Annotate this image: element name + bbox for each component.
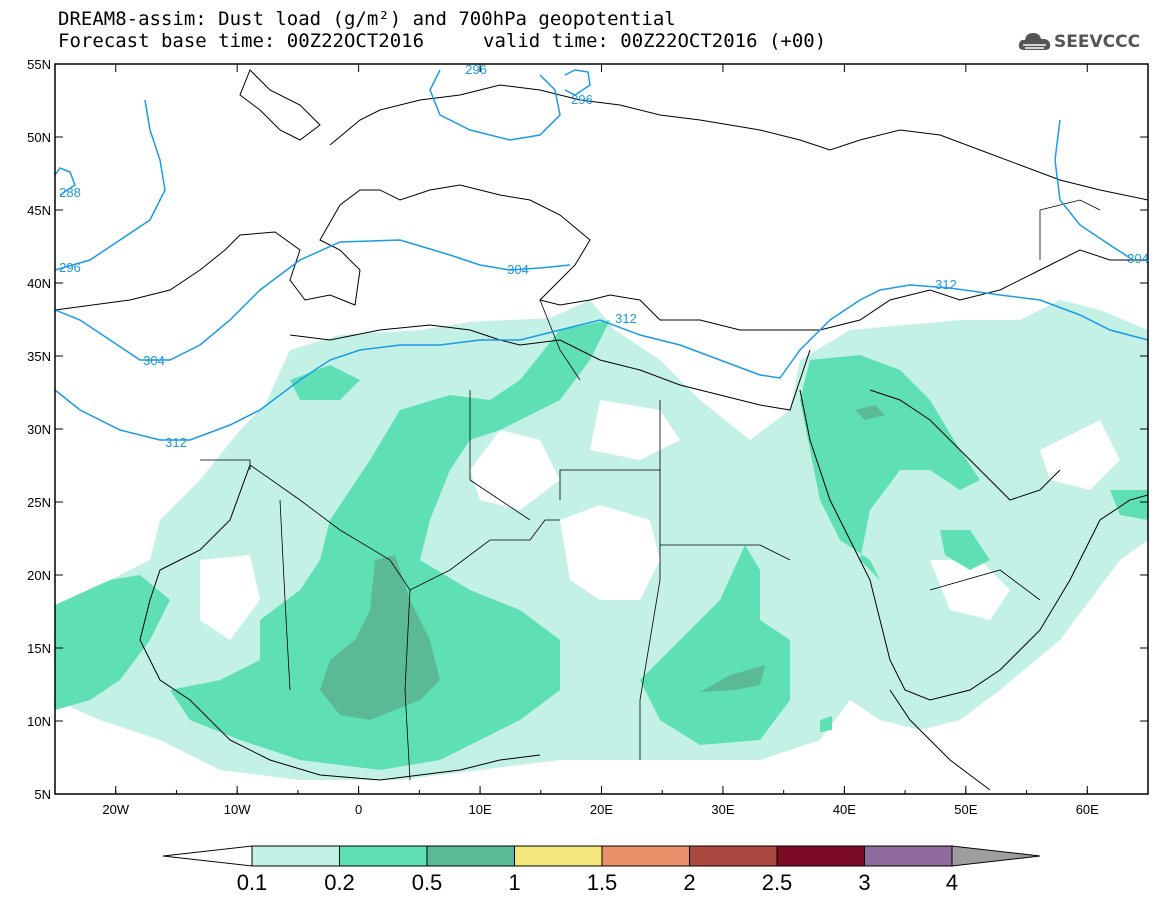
lat-tick-label: 40N <box>27 276 51 291</box>
lat-tick-label: 50N <box>27 130 51 145</box>
lat-tick-label: 10N <box>27 714 51 729</box>
lon-tick-label: 40E <box>833 802 856 817</box>
lon-tick-label: 50E <box>954 802 977 817</box>
lat-tick-label: 35N <box>27 349 51 364</box>
lon-tick-label: 10W <box>224 802 251 817</box>
cloud-icon <box>1018 33 1051 50</box>
colorbar-label: 1.5 <box>586 870 618 895</box>
valid-time: valid time: 00Z22OCT2016 (+00) <box>483 30 827 52</box>
coastlines <box>55 69 1148 791</box>
contour-label: 312 <box>615 311 637 326</box>
dust-clear-areas <box>200 400 1120 640</box>
colorbar-label: 1 <box>508 870 521 895</box>
axis-tick-labels: 20W 10W 0 10E 20E 30E 40E 50E 60E 55N 50N 45N 40N 35N… <box>27 57 1099 817</box>
base-time: Forecast base time: 00Z22OCT2016 <box>58 30 425 52</box>
contour-label: 304 <box>1127 251 1149 266</box>
lat-tick-label: 45N <box>27 203 51 218</box>
lat-tick-label: 20N <box>27 568 51 583</box>
contour-label: 312 <box>935 277 957 292</box>
lon-tick-label: 60E <box>1076 802 1099 817</box>
chart-subtitle: Forecast base time: 00Z22OCT2016 valid ti… <box>58 30 826 52</box>
contour-label: 296 <box>571 92 593 107</box>
lon-tick-label: 0 <box>355 802 362 817</box>
colorbar-label: 3 <box>858 870 871 895</box>
contour-label: 312 <box>165 435 187 450</box>
country-borders <box>200 199 1101 781</box>
colorbar-label: 0.1 <box>236 870 268 895</box>
geopotential-contours <box>55 69 1148 441</box>
colorbar-label: 2 <box>683 870 696 895</box>
chart-title: DREAM8-assim: Dust load (g/m²) and 700hP… <box>58 8 676 30</box>
lon-tick-label: 20E <box>590 802 613 817</box>
contour-label: 304 <box>507 262 529 277</box>
contour-label: 304 <box>143 353 165 368</box>
colorbar-label: 0.2 <box>324 870 355 895</box>
lat-tick-label: 25N <box>27 495 51 510</box>
contour-label: 288 <box>59 185 81 200</box>
lat-tick-label: 5N <box>34 787 51 802</box>
lat-tick-label: 15N <box>27 641 51 656</box>
dust-field-heavy <box>320 405 885 720</box>
colorbar-label: 4 <box>945 870 959 895</box>
lon-tick-label: 20W <box>102 802 129 817</box>
axis-ticks <box>54 63 1149 795</box>
colorbar-label: 0.5 <box>411 870 443 895</box>
contour-labels: 288 296 296 296 304 304 304 312 312 312 <box>59 62 1149 450</box>
colorbar-label: 2.5 <box>761 870 793 895</box>
contour-label: 296 <box>465 62 487 77</box>
lat-tick-label: 30N <box>27 422 51 437</box>
contour-label: 296 <box>59 260 81 275</box>
seevccc-logo: SEEVCCC <box>1018 28 1158 58</box>
lon-tick-label: 30E <box>711 802 734 817</box>
logo-text: SEEVCCC <box>1054 32 1141 52</box>
dust-field-mid <box>55 320 1148 770</box>
lat-tick-label: 55N <box>27 57 51 72</box>
lon-tick-label: 10E <box>468 802 491 817</box>
